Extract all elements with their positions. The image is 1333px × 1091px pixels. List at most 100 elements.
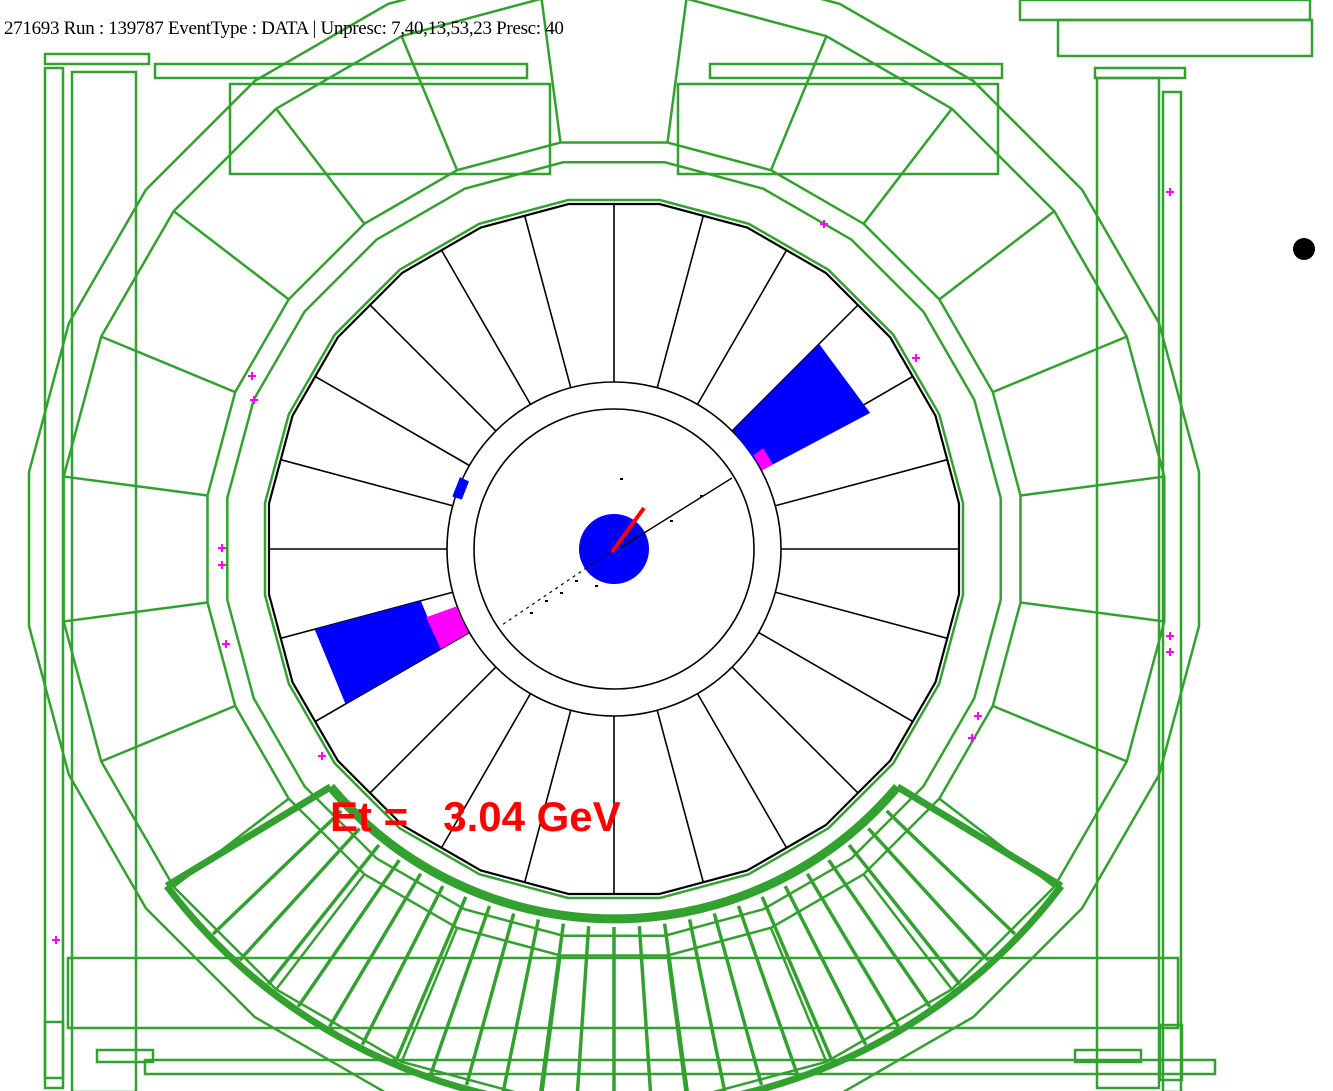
outer-wedge-21: [938, 210, 1056, 301]
cell-divider-17: [523, 215, 572, 388]
tracker-hit-0: [700, 495, 703, 497]
had-deposit-upper-right: [753, 448, 773, 471]
outer-wedge-0: [1020, 601, 1165, 623]
frame-panel-5: [153, 62, 529, 80]
tracker-hit-2: [560, 592, 563, 594]
forward-strip-1: [211, 809, 343, 936]
cell-divider-8: [440, 693, 532, 849]
frame-panel-7: [1093, 66, 1187, 80]
et-value: 3.04 GeV: [443, 793, 621, 840]
cell-divider-19: [656, 215, 705, 388]
outer-wedge-17: [540, 0, 562, 143]
em-deposit-upper-right: [732, 343, 871, 471]
outer-wedge-11: [63, 601, 208, 623]
tracker-hit-7: [575, 580, 578, 582]
forward-strip-12: [575, 926, 591, 1091]
forward-detector: [164, 783, 1064, 1091]
outer-calorimeter: [27, 0, 1201, 1091]
frame-panel-1: [70, 70, 138, 1091]
forward-strip-9: [464, 912, 516, 1086]
cell-divider-11: [280, 591, 453, 640]
outer-wedge-14: [172, 210, 290, 301]
forward-strip-19: [760, 896, 834, 1062]
outer-ring: [27, 0, 1201, 1091]
event-header: 271693 Run : 139787 EventType : DATA | U…: [4, 18, 564, 39]
outer-wedge-1: [992, 704, 1128, 763]
tracker-hit-3: [545, 600, 548, 602]
forward-strip-2: [238, 827, 361, 962]
tracker-hit-4: [530, 612, 533, 614]
frame-panel-6: [708, 62, 1004, 80]
outer-wedge-16: [400, 35, 459, 171]
cell-divider-7: [523, 710, 572, 883]
outer-wedge-4: [769, 927, 828, 1063]
et-prefix: Et =: [330, 793, 409, 840]
cell-divider-4: [696, 693, 788, 849]
cell-divider-20: [696, 249, 788, 405]
tracker-hit-6: [620, 478, 623, 480]
inner-boundary: [263, 198, 965, 900]
cell-divider-3: [731, 666, 859, 794]
forward-strip-20: [783, 885, 868, 1046]
outer-wedge-8: [275, 873, 366, 991]
frame-panel-10: [1018, 0, 1312, 22]
frame-panel-0: [43, 66, 65, 1090]
cell-divider-13: [280, 458, 453, 507]
outer-wedge-23: [1020, 475, 1165, 497]
frame-panel-8: [228, 82, 552, 176]
em-deposit-small: [452, 477, 469, 500]
frame-panel-16: [43, 1020, 65, 1080]
outer-wedge-13: [100, 335, 236, 394]
central-tracker: [473, 408, 755, 690]
forward-strip-21: [805, 872, 900, 1028]
forward-strip-11: [539, 923, 566, 1091]
muon-hits: [52, 188, 1174, 944]
forward-strip-4: [296, 859, 401, 1008]
missing-et-arrow: [610, 506, 646, 554]
track-line-1: [619, 477, 733, 549]
frame-panel-17: [1158, 1023, 1184, 1082]
forward-strip-8: [429, 905, 492, 1075]
tracker-boundary: [473, 408, 755, 690]
frame-panel-11: [1056, 18, 1314, 58]
track-line-2: [501, 551, 611, 626]
cell-outer-boundary: [267, 202, 961, 896]
forward-edge-left: [164, 783, 333, 890]
cell-divider-14: [314, 375, 470, 467]
cell-divider-9: [369, 666, 497, 794]
inner-calorimeter: [267, 202, 961, 896]
tracker-hit-5: [595, 585, 598, 587]
outer-wedge-18: [666, 0, 688, 143]
outer-wedge-19: [769, 35, 828, 171]
frame-panel-13: [143, 1058, 1217, 1076]
forward-strip-15: [662, 923, 689, 1091]
frame-panel-9: [676, 82, 1000, 176]
cell-divider-16: [440, 249, 532, 405]
forward-strip-14: [637, 926, 653, 1091]
forward-strip-24: [867, 827, 990, 962]
outer-wedge-22: [992, 335, 1128, 394]
frame-panel-14: [95, 1048, 155, 1064]
forward-edge-right: [895, 783, 1064, 890]
forward-strip-7: [394, 896, 468, 1062]
forward-strip-16: [687, 919, 727, 1091]
bullet-point-icon: [1293, 238, 1315, 260]
outer-ring-2: [62, 0, 1166, 1091]
forward-strip-22: [827, 859, 932, 1008]
forward-strip-17: [712, 912, 764, 1086]
cell-divider-5: [656, 710, 705, 883]
forward-strip-23: [847, 843, 962, 986]
outer-wedge-3: [862, 873, 953, 991]
forward-strip-5: [328, 872, 423, 1028]
frame-panel-12: [66, 956, 1180, 1030]
forward-strip-18: [736, 905, 799, 1075]
forward-strip-6: [360, 885, 445, 1046]
tracker-hit-1: [670, 520, 673, 522]
energy-deposits: [314, 343, 871, 704]
cell-divider-1: [775, 591, 948, 640]
em-deposit-lower-left: [314, 600, 441, 704]
forward-strip-3: [266, 843, 381, 986]
forward-strip-25: [885, 809, 1017, 936]
outer-wedge-10: [100, 704, 236, 763]
